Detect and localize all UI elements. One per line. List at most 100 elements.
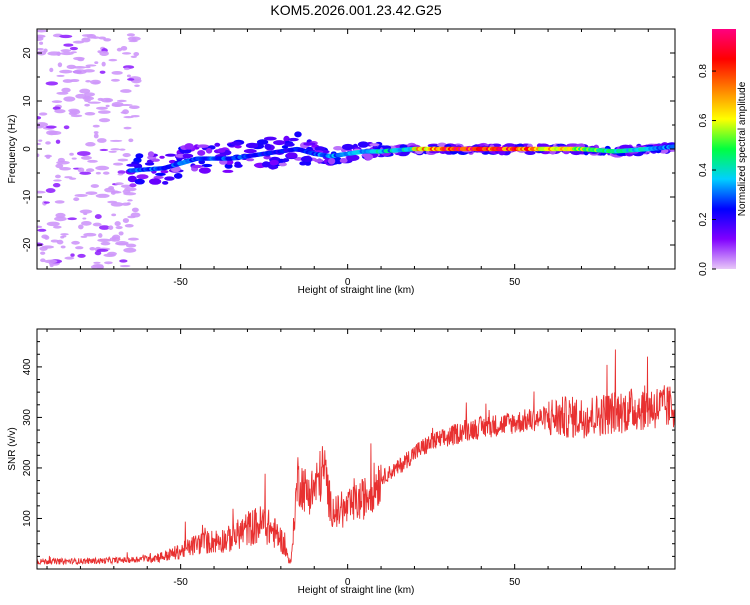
noise-blob xyxy=(128,138,134,143)
spectrogram-x-axis-label: Height of straight line (km) xyxy=(298,285,415,296)
noise-blob xyxy=(93,261,101,264)
spectrogram-panel: -50 0 50 -20 -10 0 10 20 Height of straight lin… xyxy=(7,28,676,296)
ridge-halo xyxy=(243,148,257,154)
ridge-halo xyxy=(357,141,369,148)
ridge-halo xyxy=(339,158,348,164)
noise-blob xyxy=(84,111,96,116)
ridge-halo xyxy=(134,178,145,185)
noise-blob xyxy=(97,110,111,114)
ridge-halo xyxy=(333,145,343,151)
noise-blob xyxy=(109,139,123,142)
colorbar-label: Normalized spectral amplitude xyxy=(737,81,748,216)
noise-blob xyxy=(70,253,75,257)
noise-blob xyxy=(60,51,74,56)
noise-blob xyxy=(45,141,51,145)
ridge-halo xyxy=(341,143,354,151)
ridge-halo xyxy=(217,148,226,153)
noise-blob xyxy=(99,70,106,74)
noise-blob xyxy=(85,80,92,83)
noise-blob xyxy=(95,171,101,175)
noise-blob xyxy=(37,47,44,51)
noise-blob xyxy=(49,67,54,73)
noise-blob xyxy=(59,34,73,39)
ridge-halo xyxy=(536,143,543,148)
snr-x-tick-label: -50 xyxy=(173,577,188,588)
ridge-halo xyxy=(504,143,516,148)
ridge-halo xyxy=(234,163,243,168)
snr-ticks: -50 0 50 100 200 300 400 xyxy=(22,328,675,588)
snr-panel: -50 0 50 100 200 300 400 Height of straight li… xyxy=(7,328,676,596)
ridge-halo xyxy=(126,163,139,167)
ridge-halo xyxy=(245,142,259,149)
colorbar-tick-label: 0.2 xyxy=(698,212,709,226)
ridge-halo xyxy=(286,152,298,159)
noise-blob xyxy=(54,216,67,222)
chart-title: KOM5.2026.001.23.42.G25 xyxy=(270,2,441,18)
noise-blob xyxy=(97,265,104,269)
ridge-halo xyxy=(278,162,287,167)
noise-blob xyxy=(124,224,134,228)
snr-y-tick-label: 400 xyxy=(22,358,33,375)
ridge-halo xyxy=(284,142,295,147)
noise-blob xyxy=(110,78,120,82)
colorbar-tick-label: 0.4 xyxy=(698,163,709,177)
ridge-halo xyxy=(303,142,316,146)
noise-blob xyxy=(55,139,61,144)
noise-blob xyxy=(85,168,95,173)
spectrogram-marks xyxy=(37,29,675,269)
noise-blob xyxy=(125,243,137,248)
noise-blob xyxy=(57,62,63,68)
noise-blob xyxy=(83,232,97,237)
noise-blob xyxy=(111,70,123,75)
noise-blob xyxy=(126,33,136,37)
noise-blob xyxy=(107,200,118,204)
ridge-halo xyxy=(300,155,313,163)
noise-blob xyxy=(122,218,130,223)
noise-blob xyxy=(110,148,121,151)
noise-blob xyxy=(43,201,50,204)
spectrogram-y-axis-label: Frequency (Hz) xyxy=(7,115,18,184)
noise-blob xyxy=(119,259,128,263)
noise-blob xyxy=(122,109,129,115)
ridge-halo xyxy=(205,148,213,154)
colorbar-gradient xyxy=(712,29,736,269)
ridge-halo xyxy=(222,169,234,173)
ridge-halo xyxy=(294,131,302,138)
noise-blob xyxy=(76,151,91,157)
colorbar-ticks: 0.0 0.2 0.4 0.6 0.8 xyxy=(698,64,716,276)
noise-blob xyxy=(92,81,100,84)
ridge-halo xyxy=(182,153,194,159)
noise-blob xyxy=(114,182,124,186)
spectrogram-x-tick-label: -50 xyxy=(173,277,188,288)
noise-blob xyxy=(119,148,126,151)
ridge-halo xyxy=(164,176,175,181)
noise-blob xyxy=(53,179,62,182)
ridge-halo xyxy=(129,183,137,188)
noise-blob xyxy=(37,190,46,194)
noise-blob xyxy=(120,45,128,51)
noise-blob xyxy=(69,109,81,115)
noise-blob xyxy=(55,212,66,218)
noise-blob xyxy=(59,166,72,171)
noise-blob xyxy=(123,67,130,71)
ridge-halo xyxy=(149,178,162,185)
noise-blob xyxy=(72,40,85,44)
ridge-halo xyxy=(159,155,165,159)
noise-blob xyxy=(81,220,92,226)
spectrogram-y-tick-label: -20 xyxy=(22,237,33,252)
noise-blob xyxy=(69,152,74,156)
colorbar-tick-label: 0.0 xyxy=(698,262,709,276)
noise-blob xyxy=(116,47,123,52)
noise-blob xyxy=(39,41,44,45)
noise-blob xyxy=(123,126,132,130)
noise-blob xyxy=(128,39,138,43)
colorbar: 0.0 0.2 0.4 0.6 0.8 Normalized spectral ampl… xyxy=(698,29,748,276)
noise-blob xyxy=(93,133,99,139)
noise-blob xyxy=(92,222,102,227)
noise-blob xyxy=(94,61,99,65)
spectrogram-y-tick-label: 0 xyxy=(22,146,33,152)
ridge-halo xyxy=(151,158,160,162)
noise-blob xyxy=(79,88,91,94)
noise-blob xyxy=(131,207,139,213)
